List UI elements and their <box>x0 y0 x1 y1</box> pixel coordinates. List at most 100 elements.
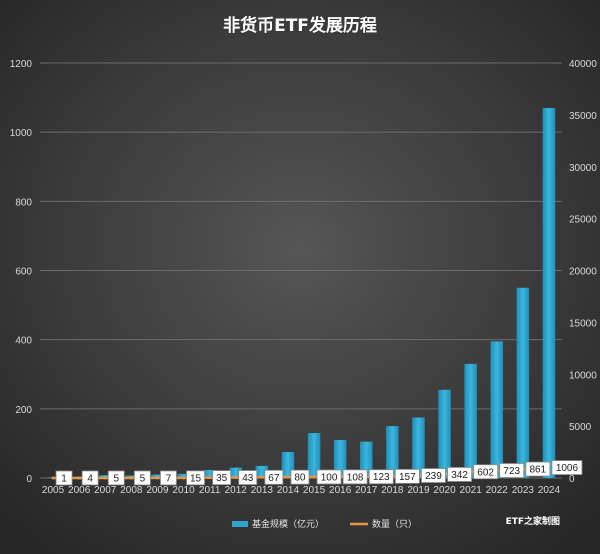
data-label-box <box>421 468 446 483</box>
y-left-tick-label: 1000 <box>10 128 33 139</box>
data-label: 123 <box>368 469 394 485</box>
data-label-text: 5 <box>113 473 119 484</box>
bar <box>490 341 504 478</box>
data-label-text: 43 <box>242 473 254 484</box>
credit-text: ETF之家制图 <box>506 515 560 527</box>
bar <box>359 441 373 478</box>
y-left-tick-label: 1200 <box>10 59 33 70</box>
x-tick-label: 2015 <box>303 485 326 496</box>
data-label-text: 239 <box>425 471 442 482</box>
y-right-tick-label: 40000 <box>569 59 597 70</box>
data-label: 108 <box>342 469 368 485</box>
data-label: 15 <box>186 470 205 486</box>
x-tick-label: 2007 <box>94 485 117 496</box>
legend-label-bar: 基金规模（亿元） <box>252 518 324 530</box>
data-label-text: 342 <box>451 470 468 481</box>
y-right-tick-label: 5000 <box>569 422 592 433</box>
bar <box>412 417 425 478</box>
data-label-text: 723 <box>503 466 520 477</box>
bar <box>464 363 477 478</box>
data-label-box <box>342 469 368 485</box>
line-point <box>155 476 159 480</box>
line-point <box>103 476 107 480</box>
line-point <box>77 476 81 480</box>
data-label-box <box>290 469 310 485</box>
data-label: 43 <box>238 470 258 485</box>
x-tick-label: 2020 <box>433 485 456 496</box>
data-label-box <box>133 470 151 486</box>
legend: 基金规模（亿元） 数量（只） <box>232 518 417 530</box>
data-label-text: 108 <box>347 472 364 483</box>
y-left-tick-label: 800 <box>15 197 32 208</box>
x-tick-label: 2008 <box>120 485 143 496</box>
data-label-text: 1006 <box>556 463 579 474</box>
data-label-text: 123 <box>373 472 390 483</box>
y-right-tick-label: 20000 <box>569 267 597 278</box>
data-label-box <box>499 463 525 478</box>
x-tick-label: 2022 <box>486 485 509 496</box>
x-tick-label: 2018 <box>381 485 404 496</box>
data-label: 239 <box>421 468 446 483</box>
x-tick-label: 2014 <box>277 485 300 496</box>
legend-swatch-bar <box>232 521 248 527</box>
data-label-text: 15 <box>190 473 202 484</box>
data-label-box <box>55 470 73 486</box>
line-point <box>260 475 264 479</box>
y-right-tick-label: 15000 <box>569 318 597 329</box>
data-label: 67 <box>264 469 284 485</box>
bar <box>516 287 530 478</box>
data-label-text: 1 <box>61 473 67 484</box>
bar <box>151 474 164 478</box>
y-left-tick-label: 0 <box>26 474 32 485</box>
bar <box>229 467 243 478</box>
bar <box>333 439 347 478</box>
data-label-box <box>368 469 394 485</box>
data-labels: 1 4 5 5 7 15 35 43 67 80 100 108 123 157 239 342 602 723 8… <box>55 460 583 486</box>
data-label-text: 861 <box>530 465 547 476</box>
data-label-box <box>525 461 551 477</box>
data-label: 80 <box>290 469 310 485</box>
y-right-tick-label: 35000 <box>569 111 597 122</box>
x-tick-label: 2010 <box>172 485 195 496</box>
y-left-tick-label: 400 <box>15 336 32 347</box>
y-right-tick-label: 30000 <box>569 163 597 174</box>
data-label: 1 <box>55 470 73 486</box>
bar <box>386 426 399 478</box>
data-label-box <box>473 464 499 480</box>
data-label-text: 67 <box>268 473 280 484</box>
x-tick-label: 2024 <box>538 485 561 496</box>
line-point <box>208 476 212 480</box>
data-label: 602 <box>473 464 499 480</box>
data-label-box <box>107 470 125 486</box>
x-tick-label: 2009 <box>146 485 169 496</box>
data-label-box <box>394 468 420 484</box>
bar <box>177 473 190 478</box>
data-label-text: 100 <box>321 472 338 483</box>
y-right-tick-label: 0 <box>569 474 575 485</box>
data-label-box <box>81 470 99 486</box>
data-label-box <box>238 470 258 485</box>
data-label: 342 <box>447 467 472 482</box>
axes: 0 200 400 600 800 1000 1200 0 5000 10000 15000 2000… <box>10 59 597 496</box>
data-label-box <box>447 467 472 482</box>
data-label-text: 157 <box>399 472 416 483</box>
data-label-box <box>551 460 583 475</box>
y-left-tick-label: 200 <box>15 405 32 416</box>
x-tick-label: 2017 <box>355 485 378 496</box>
data-label-text: 7 <box>166 473 172 484</box>
x-tick-label: 2019 <box>407 485 430 496</box>
data-label-box <box>186 470 205 486</box>
line-point <box>312 475 316 479</box>
x-tick-label: 2005 <box>42 485 65 496</box>
line-point <box>129 476 133 480</box>
data-label-text: 602 <box>477 467 494 478</box>
y-right-tick-label: 10000 <box>569 370 597 381</box>
bar <box>203 470 216 478</box>
y-left-tick-label: 600 <box>15 267 32 278</box>
data-label-text: 80 <box>294 473 306 484</box>
data-label: 7 <box>160 470 177 486</box>
data-label-text: 5 <box>140 473 146 484</box>
line-point <box>51 476 55 480</box>
